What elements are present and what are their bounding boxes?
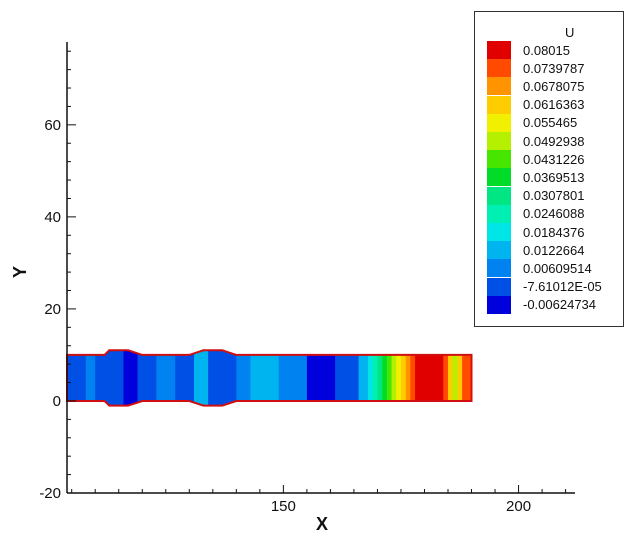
y-tick-label: 60 [44, 117, 61, 134]
legend-entry: 0.0122664 [487, 241, 585, 260]
legend-label: 0.0678075 [523, 78, 585, 94]
legend-swatch [487, 41, 511, 59]
field-band-14 [335, 350, 360, 406]
velocity-field [67, 350, 472, 406]
legend-entry: 0.0307801 [487, 186, 585, 205]
legend-label: -0.00624734 [523, 297, 597, 313]
field-band-4 [123, 350, 139, 406]
color-legend: U 0.08015 0.0739787 0.0678075 0.0616363 0.05… [474, 11, 624, 327]
field-band-9 [208, 350, 237, 406]
legend-swatch [487, 223, 511, 241]
legend-swatch [487, 277, 511, 296]
field-band-10 [236, 350, 252, 406]
field-band-12 [278, 350, 308, 406]
x-axis-label: X [316, 514, 328, 534]
legend-label: 0.0307801 [523, 188, 585, 204]
field-band-29 [452, 350, 459, 406]
field-band-7 [175, 350, 195, 406]
legend-entry: 0.00609514 [487, 259, 592, 278]
legend-entry: 0.0431226 [487, 150, 585, 169]
field-band-27 [443, 350, 449, 406]
field-band-3 [95, 350, 125, 406]
legend-entry: 0.0678075 [487, 77, 585, 96]
legend-title: U [565, 25, 575, 40]
legend-swatch [487, 241, 511, 260]
legend-label: 0.055465 [523, 115, 578, 131]
legend-swatch [487, 168, 511, 187]
legend-swatch [487, 204, 511, 223]
y-tick-label: -20 [39, 485, 61, 502]
legend-entry: 0.0369513 [487, 168, 585, 187]
domain-outline [66, 349, 473, 407]
legend-label: -7.61012E-05 [523, 279, 602, 295]
legend-entry: 0.0184376 [487, 223, 584, 241]
field-band-21 [391, 350, 397, 406]
legend-label: 0.0246088 [523, 206, 585, 222]
field-band-20 [386, 350, 393, 406]
x-tick-label: 200 [506, 498, 531, 515]
legend-label: 0.0492938 [523, 133, 585, 149]
legend-label: 0.00609514 [523, 260, 592, 276]
legend-swatch [487, 77, 511, 96]
legend-swatch [487, 113, 511, 132]
field-band-15 [358, 350, 369, 406]
field-band-17 [372, 350, 379, 406]
field-band-19 [382, 350, 388, 406]
legend-label: 0.0616363 [523, 97, 585, 113]
x-tick-label: 150 [271, 498, 296, 515]
field-band-24 [405, 350, 411, 406]
legend-entry: 0.055465 [487, 113, 578, 132]
y-axis-label: Y [10, 266, 30, 278]
legend-entry: -7.61012E-05 [487, 277, 602, 296]
legend-swatch [487, 150, 511, 169]
legend-entry: 0.0492938 [487, 132, 584, 150]
y-tick-label: 0 [53, 393, 61, 410]
field-band-18 [377, 350, 383, 406]
legend-swatch [487, 186, 511, 205]
field-band-2 [85, 350, 96, 406]
legend-entry: 0.08015 [487, 41, 570, 59]
legend-entry: 0.0246088 [487, 204, 585, 223]
legend-label: 0.0739787 [523, 60, 585, 76]
field-band-26 [415, 350, 444, 406]
legend-label: 0.0184376 [523, 224, 585, 240]
legend-swatch [487, 295, 511, 314]
field-band-22 [396, 350, 402, 406]
y-tick-label: 40 [44, 209, 61, 226]
legend-swatch [487, 59, 511, 78]
legend-entry: 0.0739787 [487, 59, 585, 78]
field-band-25 [410, 350, 416, 406]
field-band-16 [368, 350, 374, 406]
legend-entry: 0.0616363 [487, 95, 585, 114]
field-band-6 [156, 350, 176, 406]
field-band-13 [306, 350, 336, 406]
legend-entry: -0.00624734 [487, 295, 597, 314]
legend-label: 0.08015 [523, 42, 570, 58]
y-tick-label: 20 [44, 301, 61, 318]
field-band-1 [67, 350, 87, 406]
legend-label: 0.0369513 [523, 169, 585, 185]
field-band-31 [462, 350, 472, 406]
field-band-30 [457, 350, 463, 406]
axes: 150 200 -20 0 20 40 60 [39, 42, 575, 515]
legend-label: 0.0122664 [523, 242, 585, 258]
legend-label: 0.0431226 [523, 151, 585, 167]
legend-swatch [487, 259, 511, 278]
field-band-8 [194, 350, 209, 406]
legend-swatch [487, 132, 511, 150]
field-band-28 [448, 350, 454, 406]
field-band-5 [137, 350, 157, 406]
field-band-23 [400, 350, 407, 406]
field-band-11 [250, 350, 280, 406]
legend-swatch [487, 95, 511, 114]
